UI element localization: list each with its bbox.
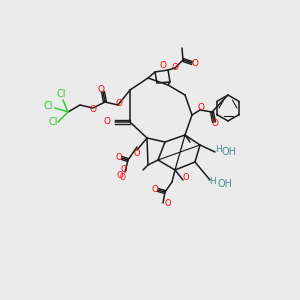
Text: O: O [116,152,122,161]
Text: OH: OH [218,179,233,189]
Text: O: O [172,62,178,71]
Text: O: O [89,104,97,113]
Text: O: O [212,119,218,128]
Text: O: O [197,103,205,112]
Text: H: H [210,178,216,187]
Text: O: O [191,58,199,68]
Text: O: O [165,199,171,208]
Text: O: O [160,61,167,70]
Text: OH: OH [221,147,236,157]
Text: O: O [152,185,158,194]
Text: O: O [98,85,104,94]
Text: Cl: Cl [56,89,66,99]
Text: O: O [117,170,123,179]
Text: O: O [183,172,189,182]
Text: O: O [121,166,127,175]
Text: Cl: Cl [43,101,53,111]
Text: H: H [214,146,221,154]
Text: O: O [134,148,140,158]
Text: O: O [116,100,122,109]
Text: O: O [103,118,110,127]
Text: O: O [120,173,126,182]
Text: Cl: Cl [48,117,58,127]
